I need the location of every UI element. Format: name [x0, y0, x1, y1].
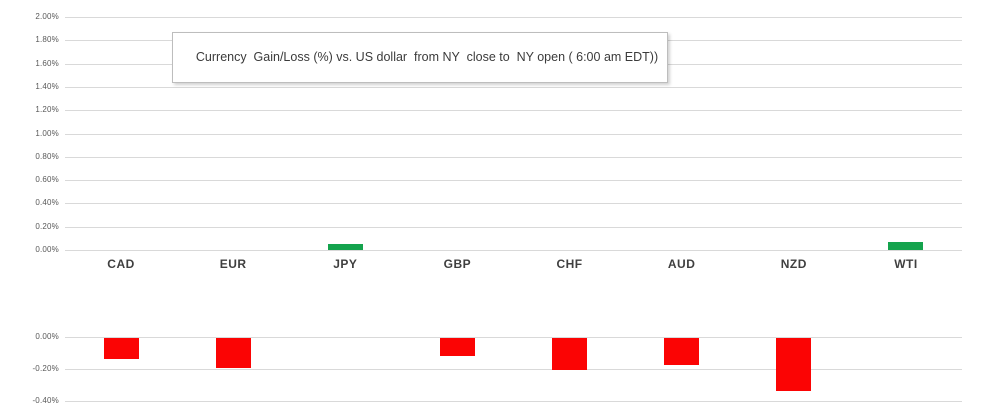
bar-eur	[215, 338, 251, 369]
upper-y-axis-tick-label: 1.40%	[35, 81, 59, 91]
upper-y-axis-tick-label: 1.20%	[35, 105, 59, 115]
lower-gridline	[65, 401, 962, 402]
upper-gridline	[65, 17, 962, 18]
bar-cad	[103, 338, 139, 359]
upper-y-axis-tick-label: 0.60%	[35, 175, 59, 185]
upper-y-axis-tick-label: 0.00%	[35, 245, 59, 254]
upper-y-axis-tick-label: 0.40%	[35, 198, 59, 208]
upper-y-axis-tick-label: 0.20%	[35, 221, 59, 231]
upper-y-axis-tick-label: 1.80%	[35, 35, 59, 45]
bar-aud	[664, 338, 700, 366]
chart-title: Currency Gain/Loss (%) vs. US dollar fro…	[172, 32, 669, 83]
bar-wti	[888, 241, 924, 250]
bar-jpy	[327, 244, 363, 250]
upper-gridline	[65, 86, 962, 88]
bar-chf	[552, 338, 588, 370]
chart-title-text: Currency Gain/Loss (%) vs. US dollar fro…	[195, 50, 659, 64]
lower-y-axis-tick-label: 0.00%	[35, 332, 59, 341]
category-label-eur: EUR	[219, 257, 247, 271]
lower-gridline	[65, 369, 962, 370]
bar-nzd	[776, 338, 812, 391]
upper-gridline	[65, 180, 962, 182]
upper-gridline	[65, 250, 962, 251]
category-label-jpy: JPY	[333, 257, 358, 271]
upper-y-axis-tick-label: 0.80%	[35, 151, 59, 161]
upper-y-axis-tick-label: 1.60%	[35, 58, 59, 68]
upper-gridline	[65, 226, 962, 228]
upper-gridline	[65, 203, 962, 205]
category-label-aud: AUD	[667, 257, 696, 271]
category-label-wti: WTI	[894, 257, 918, 271]
upper-gridline	[65, 133, 962, 135]
category-label-chf: CHF	[556, 257, 583, 271]
bar-gbp	[439, 338, 475, 356]
category-label-cad: CAD	[107, 257, 135, 271]
upper-y-axis-tick-label: 2.00%	[35, 12, 59, 21]
lower-y-axis-tick-label: -0.40%	[32, 396, 59, 405]
upper-gridline	[65, 110, 962, 112]
category-label-nzd: NZD	[780, 257, 807, 271]
upper-gridline	[65, 156, 962, 158]
lower-gridline	[65, 337, 962, 338]
lower-y-axis-tick-label: -0.20%	[32, 364, 59, 373]
category-label-gbp: GBP	[443, 257, 472, 271]
upper-y-axis-tick-label: 1.00%	[35, 128, 59, 138]
